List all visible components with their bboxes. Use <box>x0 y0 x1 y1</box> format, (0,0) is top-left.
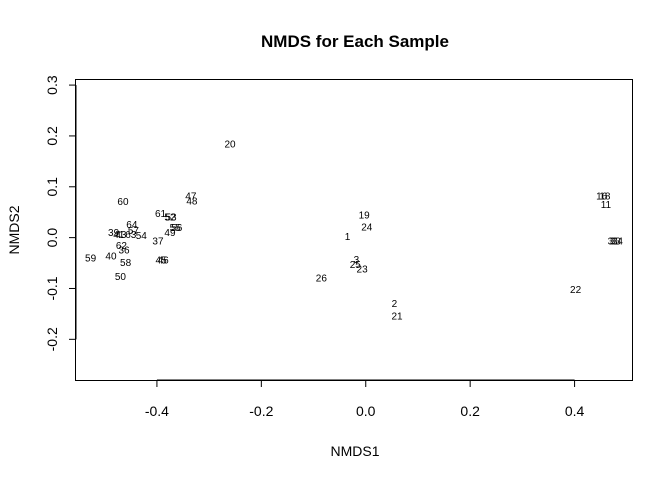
y-tick-label: 0.0 <box>44 228 60 248</box>
y-tick-label: 0.1 <box>44 177 60 197</box>
x-axis-label: NMDS1 <box>330 443 379 459</box>
point-label: 23 <box>357 265 369 276</box>
point-label: 31 <box>608 237 620 248</box>
point-label: 46 <box>158 256 170 267</box>
point-label: 59 <box>85 253 97 264</box>
point-label: 40 <box>105 251 117 262</box>
point-label: 11 <box>601 200 612 211</box>
point-label: 58 <box>120 258 132 269</box>
point-label: 61 <box>155 209 167 220</box>
point-label: 41 <box>113 230 125 241</box>
point-label: 43 <box>115 230 127 241</box>
y-tick-label: -0.2 <box>44 327 60 351</box>
point-label: 48 <box>186 197 198 208</box>
point-label: 45 <box>156 256 168 267</box>
point-label: 39 <box>108 228 120 239</box>
point-label: 21 <box>392 311 404 322</box>
point-label: 24 <box>361 222 373 233</box>
point-label: 18 <box>599 191 611 202</box>
point-label: 20 <box>224 140 236 151</box>
point-label: 25 <box>350 260 362 271</box>
point-label: 33 <box>610 237 622 248</box>
point-label: 36 <box>118 245 130 256</box>
y-axis-label: NMDS2 <box>6 205 22 254</box>
chart-title: NMDS for Each Sample <box>261 32 449 51</box>
y-tick-label: -0.1 <box>44 276 60 300</box>
y-tick-label: 0.2 <box>44 126 60 146</box>
x-tick-label: 0.2 <box>460 403 480 419</box>
point-label: 47 <box>185 191 197 202</box>
x-axis: -0.4 -0.2 0.0 0.2 0.4 <box>145 379 585 419</box>
point-label: 16 <box>596 191 608 202</box>
point-label: 34 <box>612 237 624 248</box>
y-tick-label: 0.3 <box>44 75 60 95</box>
point-label: 56 <box>171 223 183 234</box>
point-label: 37 <box>152 237 164 248</box>
point-label: 50 <box>115 272 127 283</box>
point-label: 19 <box>359 210 371 221</box>
y-axis: -0.2 -0.1 0.0 0.1 0.2 0.3 <box>44 75 77 351</box>
x-tick-label: -0.4 <box>145 403 169 419</box>
point-label: 54 <box>136 231 148 242</box>
x-tick-label: 0.4 <box>565 403 585 419</box>
point-label: 60 <box>117 197 129 208</box>
point-label: 63 <box>125 230 137 241</box>
point-label: 53 <box>165 212 177 223</box>
point-label: 26 <box>316 273 328 284</box>
x-tick-label: -0.2 <box>249 403 273 419</box>
point-label: 3 <box>354 255 360 266</box>
point-label: 62 <box>116 241 128 252</box>
x-tick-label: 0.0 <box>356 403 376 419</box>
point-label: 55 <box>170 223 182 234</box>
point-label: 1 <box>345 232 351 243</box>
point-label: 22 <box>570 285 582 296</box>
point-label: 57 <box>128 226 140 237</box>
point-label: 49 <box>164 228 176 239</box>
point-label: 2 <box>392 299 398 310</box>
point-label: 64 <box>126 220 138 231</box>
point-label: 52 <box>164 212 176 223</box>
